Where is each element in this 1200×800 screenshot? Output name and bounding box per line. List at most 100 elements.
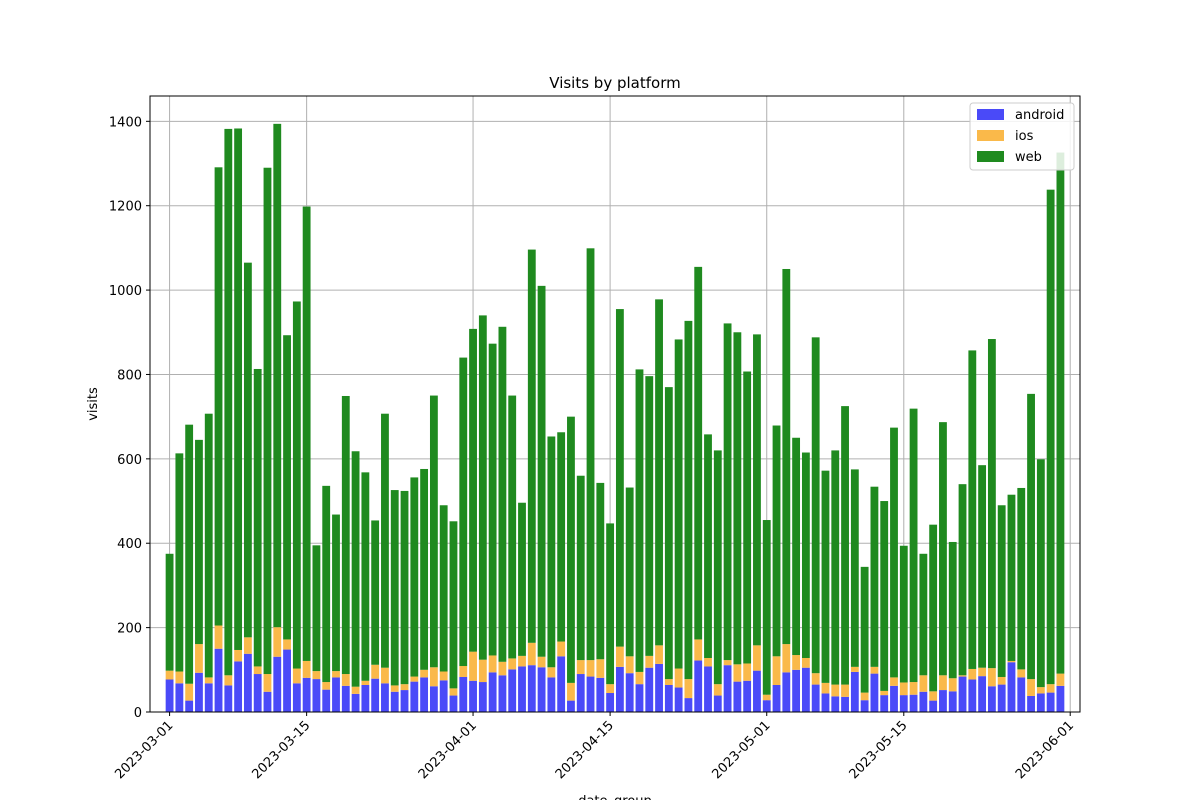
bar-android xyxy=(821,693,830,712)
bar-web xyxy=(694,266,703,640)
bar-ios xyxy=(880,690,889,696)
bar-android xyxy=(850,671,859,712)
bar-web xyxy=(909,408,918,683)
bar-android xyxy=(997,684,1006,712)
legend-label-android: android xyxy=(1015,108,1064,123)
bar-web xyxy=(890,427,898,678)
bar-android xyxy=(909,694,918,712)
bar-web xyxy=(880,501,889,691)
bar-android xyxy=(890,685,898,712)
bar-android xyxy=(537,667,546,712)
bar-ios xyxy=(860,692,869,701)
bar-web xyxy=(283,335,291,640)
y-tick-label: 1200 xyxy=(109,200,142,215)
bar-web xyxy=(204,413,213,678)
bar-android xyxy=(195,672,203,712)
bar-web xyxy=(939,422,947,676)
bar-web xyxy=(214,167,223,626)
bar-android xyxy=(234,661,243,712)
bar-web xyxy=(371,520,380,665)
bar-android xyxy=(782,672,791,712)
bar-android xyxy=(185,700,194,712)
bar-ios xyxy=(185,683,194,701)
legend-swatch-ios xyxy=(977,130,1004,141)
bar-android xyxy=(469,680,477,712)
bar-web xyxy=(410,477,419,677)
bar-ios xyxy=(1027,679,1035,696)
bar-android xyxy=(1036,693,1045,712)
y-tick-label: 1400 xyxy=(109,115,142,130)
bar-ios xyxy=(547,667,556,678)
bar-ios xyxy=(782,644,791,673)
bar-web xyxy=(782,268,791,645)
bar-ios xyxy=(606,684,615,694)
bar-ios xyxy=(821,682,830,694)
bar-android xyxy=(361,684,370,712)
legend-label-web: web xyxy=(1015,150,1042,165)
bar-ios xyxy=(743,663,752,681)
bar-web xyxy=(253,368,262,667)
bar-ios xyxy=(635,671,644,685)
bar-web xyxy=(429,395,438,668)
bar-web xyxy=(576,475,585,661)
bar-web xyxy=(978,465,987,668)
bar-ios xyxy=(694,639,703,661)
bar-ios xyxy=(371,664,380,679)
bar-ios xyxy=(224,675,233,686)
bar-web xyxy=(195,439,203,645)
bar-ios xyxy=(890,677,898,686)
bar-ios xyxy=(292,668,301,684)
bar-android xyxy=(567,700,575,712)
bar-ios xyxy=(165,670,174,680)
bar-ios xyxy=(361,680,370,685)
bar-ios xyxy=(400,684,409,691)
bar-android xyxy=(263,691,272,712)
bar-web xyxy=(234,128,243,650)
bar-android xyxy=(1017,677,1026,712)
bar-ios xyxy=(439,671,448,681)
bar-ios xyxy=(557,641,566,657)
bar-web xyxy=(381,413,389,668)
bar-web xyxy=(625,487,634,657)
bar-ios xyxy=(997,676,1006,685)
bar-web xyxy=(439,505,448,672)
bar-web xyxy=(645,376,654,656)
bar-web xyxy=(919,553,928,676)
bar-web xyxy=(664,387,673,680)
bar-web xyxy=(1046,189,1055,685)
legend-swatch-android xyxy=(977,109,1004,120)
bar-ios xyxy=(469,651,477,681)
bar-ios xyxy=(518,655,526,667)
bar-ios xyxy=(968,668,977,680)
bar-android xyxy=(449,695,458,712)
bar-web xyxy=(821,470,830,683)
bar-android xyxy=(713,695,722,712)
bar-android xyxy=(1007,662,1016,712)
bar-web xyxy=(1017,487,1026,670)
bar-web xyxy=(811,337,820,674)
bar-android xyxy=(929,700,938,712)
bar-ios xyxy=(978,667,987,677)
bar-web xyxy=(615,309,624,647)
bar-ios xyxy=(811,673,820,685)
bar-android xyxy=(655,663,663,712)
bar-ios xyxy=(733,664,742,682)
bar-android xyxy=(1046,692,1055,712)
bar-web xyxy=(1027,393,1035,680)
bar-android xyxy=(978,676,987,712)
bar-ios xyxy=(567,682,575,701)
bar-android xyxy=(429,686,438,712)
bar-android xyxy=(723,665,732,712)
bar-android xyxy=(371,678,380,712)
bar-web xyxy=(547,436,556,668)
bar-web xyxy=(1007,494,1016,661)
bar-web xyxy=(596,482,605,660)
bar-ios xyxy=(1017,669,1026,678)
bar-android xyxy=(948,691,957,712)
bar-web xyxy=(322,485,331,683)
bar-android xyxy=(831,696,840,712)
bar-ios xyxy=(919,675,928,692)
bar-android xyxy=(224,685,233,712)
y-tick-label: 1000 xyxy=(109,284,142,299)
bar-android xyxy=(332,677,340,712)
